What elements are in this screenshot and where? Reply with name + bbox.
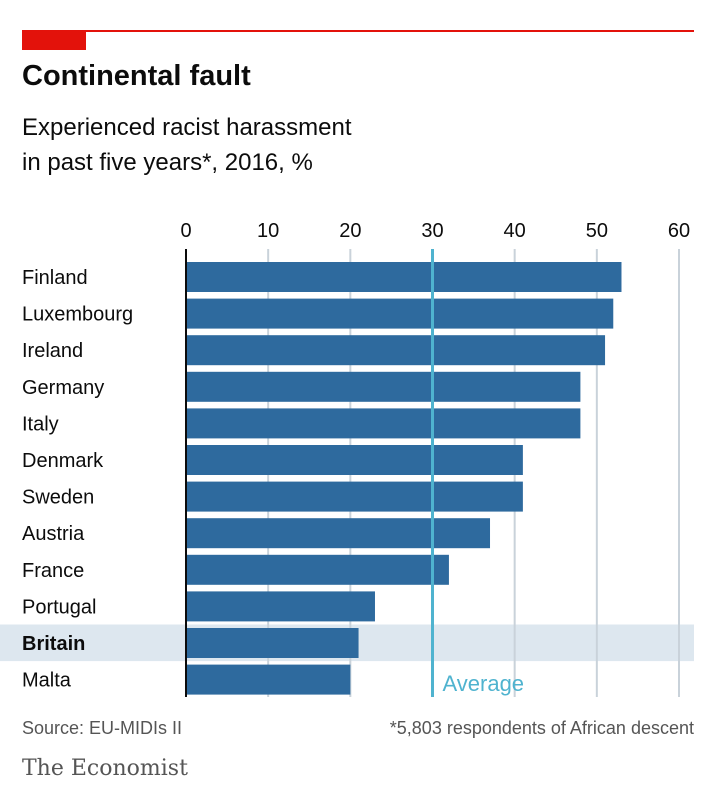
x-tick-label: 20 [339, 220, 361, 242]
category-label: Finland [22, 267, 88, 289]
category-label: Malta [22, 670, 72, 692]
category-label: Britain [22, 633, 85, 655]
chart-title: Continental fault [22, 60, 251, 92]
bar [186, 262, 622, 292]
category-label: Austria [22, 523, 85, 545]
category-label: Ireland [22, 340, 83, 362]
bar [186, 298, 614, 329]
category-label: Luxembourg [22, 304, 133, 326]
brand-tag [22, 30, 86, 50]
x-tick-label: 50 [586, 220, 608, 242]
footnote: *5,803 respondents of African descent [389, 718, 694, 738]
x-tick-label: 30 [421, 220, 443, 242]
bar [186, 445, 523, 475]
x-tick-label: 0 [180, 220, 191, 242]
bar [186, 664, 351, 695]
average-label: Average [443, 671, 525, 696]
category-label: Italy [22, 413, 59, 435]
source-note: Source: EU-MIDIs II [22, 718, 183, 738]
category-label: France [22, 560, 84, 582]
x-tick-label: 10 [257, 220, 279, 242]
bar-chart: 0 10 20 30 40 50 60 Finland Luxembourg Ireland Ger… [0, 220, 694, 697]
x-tick-label: 40 [504, 220, 526, 242]
bar [186, 481, 523, 512]
category-label: Germany [22, 377, 104, 399]
bar [186, 591, 375, 622]
category-label: Denmark [22, 450, 104, 472]
subtitle-line-2: in past five years*, 2016, % [22, 149, 313, 176]
category-label: Sweden [22, 487, 94, 509]
bar [186, 518, 491, 549]
bar [186, 371, 581, 402]
top-rule [22, 30, 694, 32]
category-label: Portugal [22, 596, 97, 618]
bar [186, 628, 359, 658]
bar [186, 335, 606, 366]
x-tick-label: 60 [668, 220, 690, 242]
publisher-logo: The Economist [22, 756, 188, 781]
bar [186, 408, 581, 439]
chart-subtitle: Experienced racist harassment in past fi… [22, 110, 582, 180]
subtitle-line-1: Experienced racist harassment [22, 114, 352, 141]
bar [186, 554, 449, 585]
